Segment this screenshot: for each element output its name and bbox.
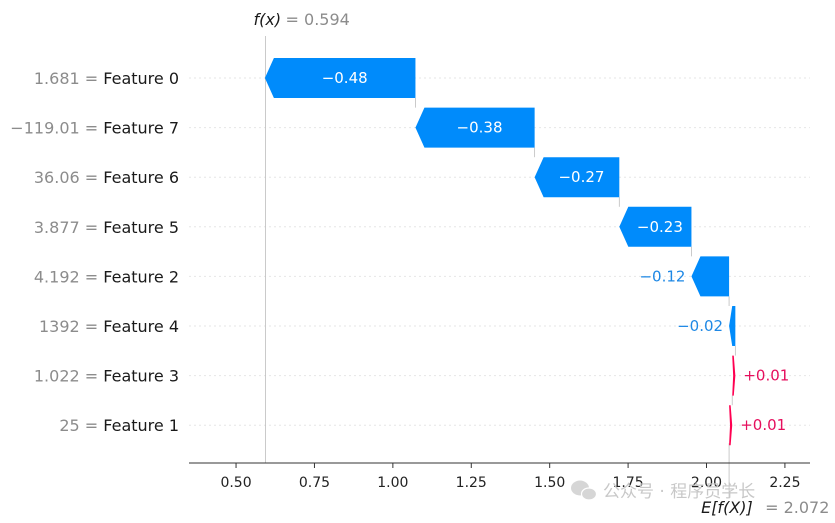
- negative-contribution-bar: [534, 157, 620, 198]
- negative-contribution-bar: [264, 58, 416, 98]
- negative-contribution-bar: [415, 107, 535, 148]
- efx-label: E[f(X)]: [701, 498, 753, 517]
- wechat-icon: [571, 480, 598, 501]
- feature-name-label: Feature 0: [103, 69, 179, 88]
- feature-row-label: 3.877 = Feature 5: [34, 218, 179, 237]
- fx-value: = 0.594: [286, 10, 350, 29]
- x-axis-tick-label: 2.25: [769, 475, 800, 491]
- feature-value-label: −119.01: [10, 119, 79, 138]
- feature-name-label: Feature 7: [103, 119, 179, 138]
- feature-value-label: 1.681: [34, 69, 80, 88]
- x-axis-tick-label: 2.00: [691, 475, 722, 491]
- feature-value-label: 3.877: [34, 218, 80, 237]
- feature-value-label: 1392: [39, 317, 80, 336]
- negative-contribution-bar: [691, 256, 730, 297]
- feature-name-label: Feature 3: [103, 367, 179, 386]
- feature-row-label: 1.022 = Feature 3: [34, 367, 179, 386]
- bar-value-label: −0.27: [558, 168, 604, 186]
- equals-sign: =: [80, 69, 104, 88]
- negative-contribution-bar: [729, 306, 736, 346]
- equals-sign: =: [80, 317, 104, 336]
- bar-value-label: −0.12: [639, 267, 685, 285]
- equals-sign: =: [80, 416, 104, 435]
- fx-label: f(x): [254, 10, 282, 29]
- feature-row-label: 1.681 = Feature 0: [34, 69, 179, 88]
- positive-contribution-bar: [729, 405, 733, 446]
- feature-row-label: −119.01 = Feature 7: [10, 119, 179, 138]
- feature-value-label: 36.06: [34, 168, 80, 187]
- equals-sign: =: [80, 168, 104, 187]
- bar-value-label: +0.01: [740, 416, 786, 434]
- bar-value-label: −0.23: [637, 218, 683, 236]
- equals-sign: =: [80, 367, 104, 386]
- feature-name-label: Feature 4: [103, 317, 179, 336]
- equals-sign: =: [80, 119, 104, 138]
- positive-contribution-bar: [732, 355, 736, 396]
- x-axis-tick-label: 1.25: [456, 475, 487, 491]
- feature-name-label: Feature 5: [103, 218, 179, 237]
- watermark-text: 公众号 · 程序员学长: [603, 482, 755, 502]
- x-axis-tick-label: 1.50: [534, 475, 565, 491]
- feature-row-label: 4.192 = Feature 2: [34, 267, 179, 286]
- bar-value-label: +0.01: [743, 367, 789, 385]
- feature-name-label: Feature 1: [103, 416, 179, 435]
- x-axis-tick-label: 0.50: [220, 475, 251, 491]
- feature-name-label: Feature 2: [103, 267, 179, 286]
- x-axis-tick-label: 1.75: [613, 475, 644, 491]
- bar-value-label: −0.02: [677, 317, 723, 335]
- efx-value: = 2.072: [765, 498, 829, 517]
- feature-name-label: Feature 6: [103, 168, 179, 187]
- feature-row-label: 36.06 = Feature 6: [34, 168, 179, 187]
- x-axis-tick-label: 1.00: [377, 475, 408, 491]
- feature-row-label: 1392 = Feature 4: [39, 317, 179, 336]
- x-axis-tick-label: 0.75: [299, 475, 330, 491]
- negative-contribution-bar: [619, 206, 692, 247]
- feature-value-label: 4.192: [34, 267, 80, 286]
- bar-value-label: −0.38: [457, 119, 503, 137]
- bar-value-label: −0.48: [322, 69, 368, 87]
- feature-value-label: 1.022: [34, 367, 80, 386]
- feature-row-label: 25 = Feature 1: [59, 416, 179, 435]
- equals-sign: =: [80, 267, 104, 286]
- feature-value-label: 25: [59, 416, 79, 435]
- equals-sign: =: [80, 218, 104, 237]
